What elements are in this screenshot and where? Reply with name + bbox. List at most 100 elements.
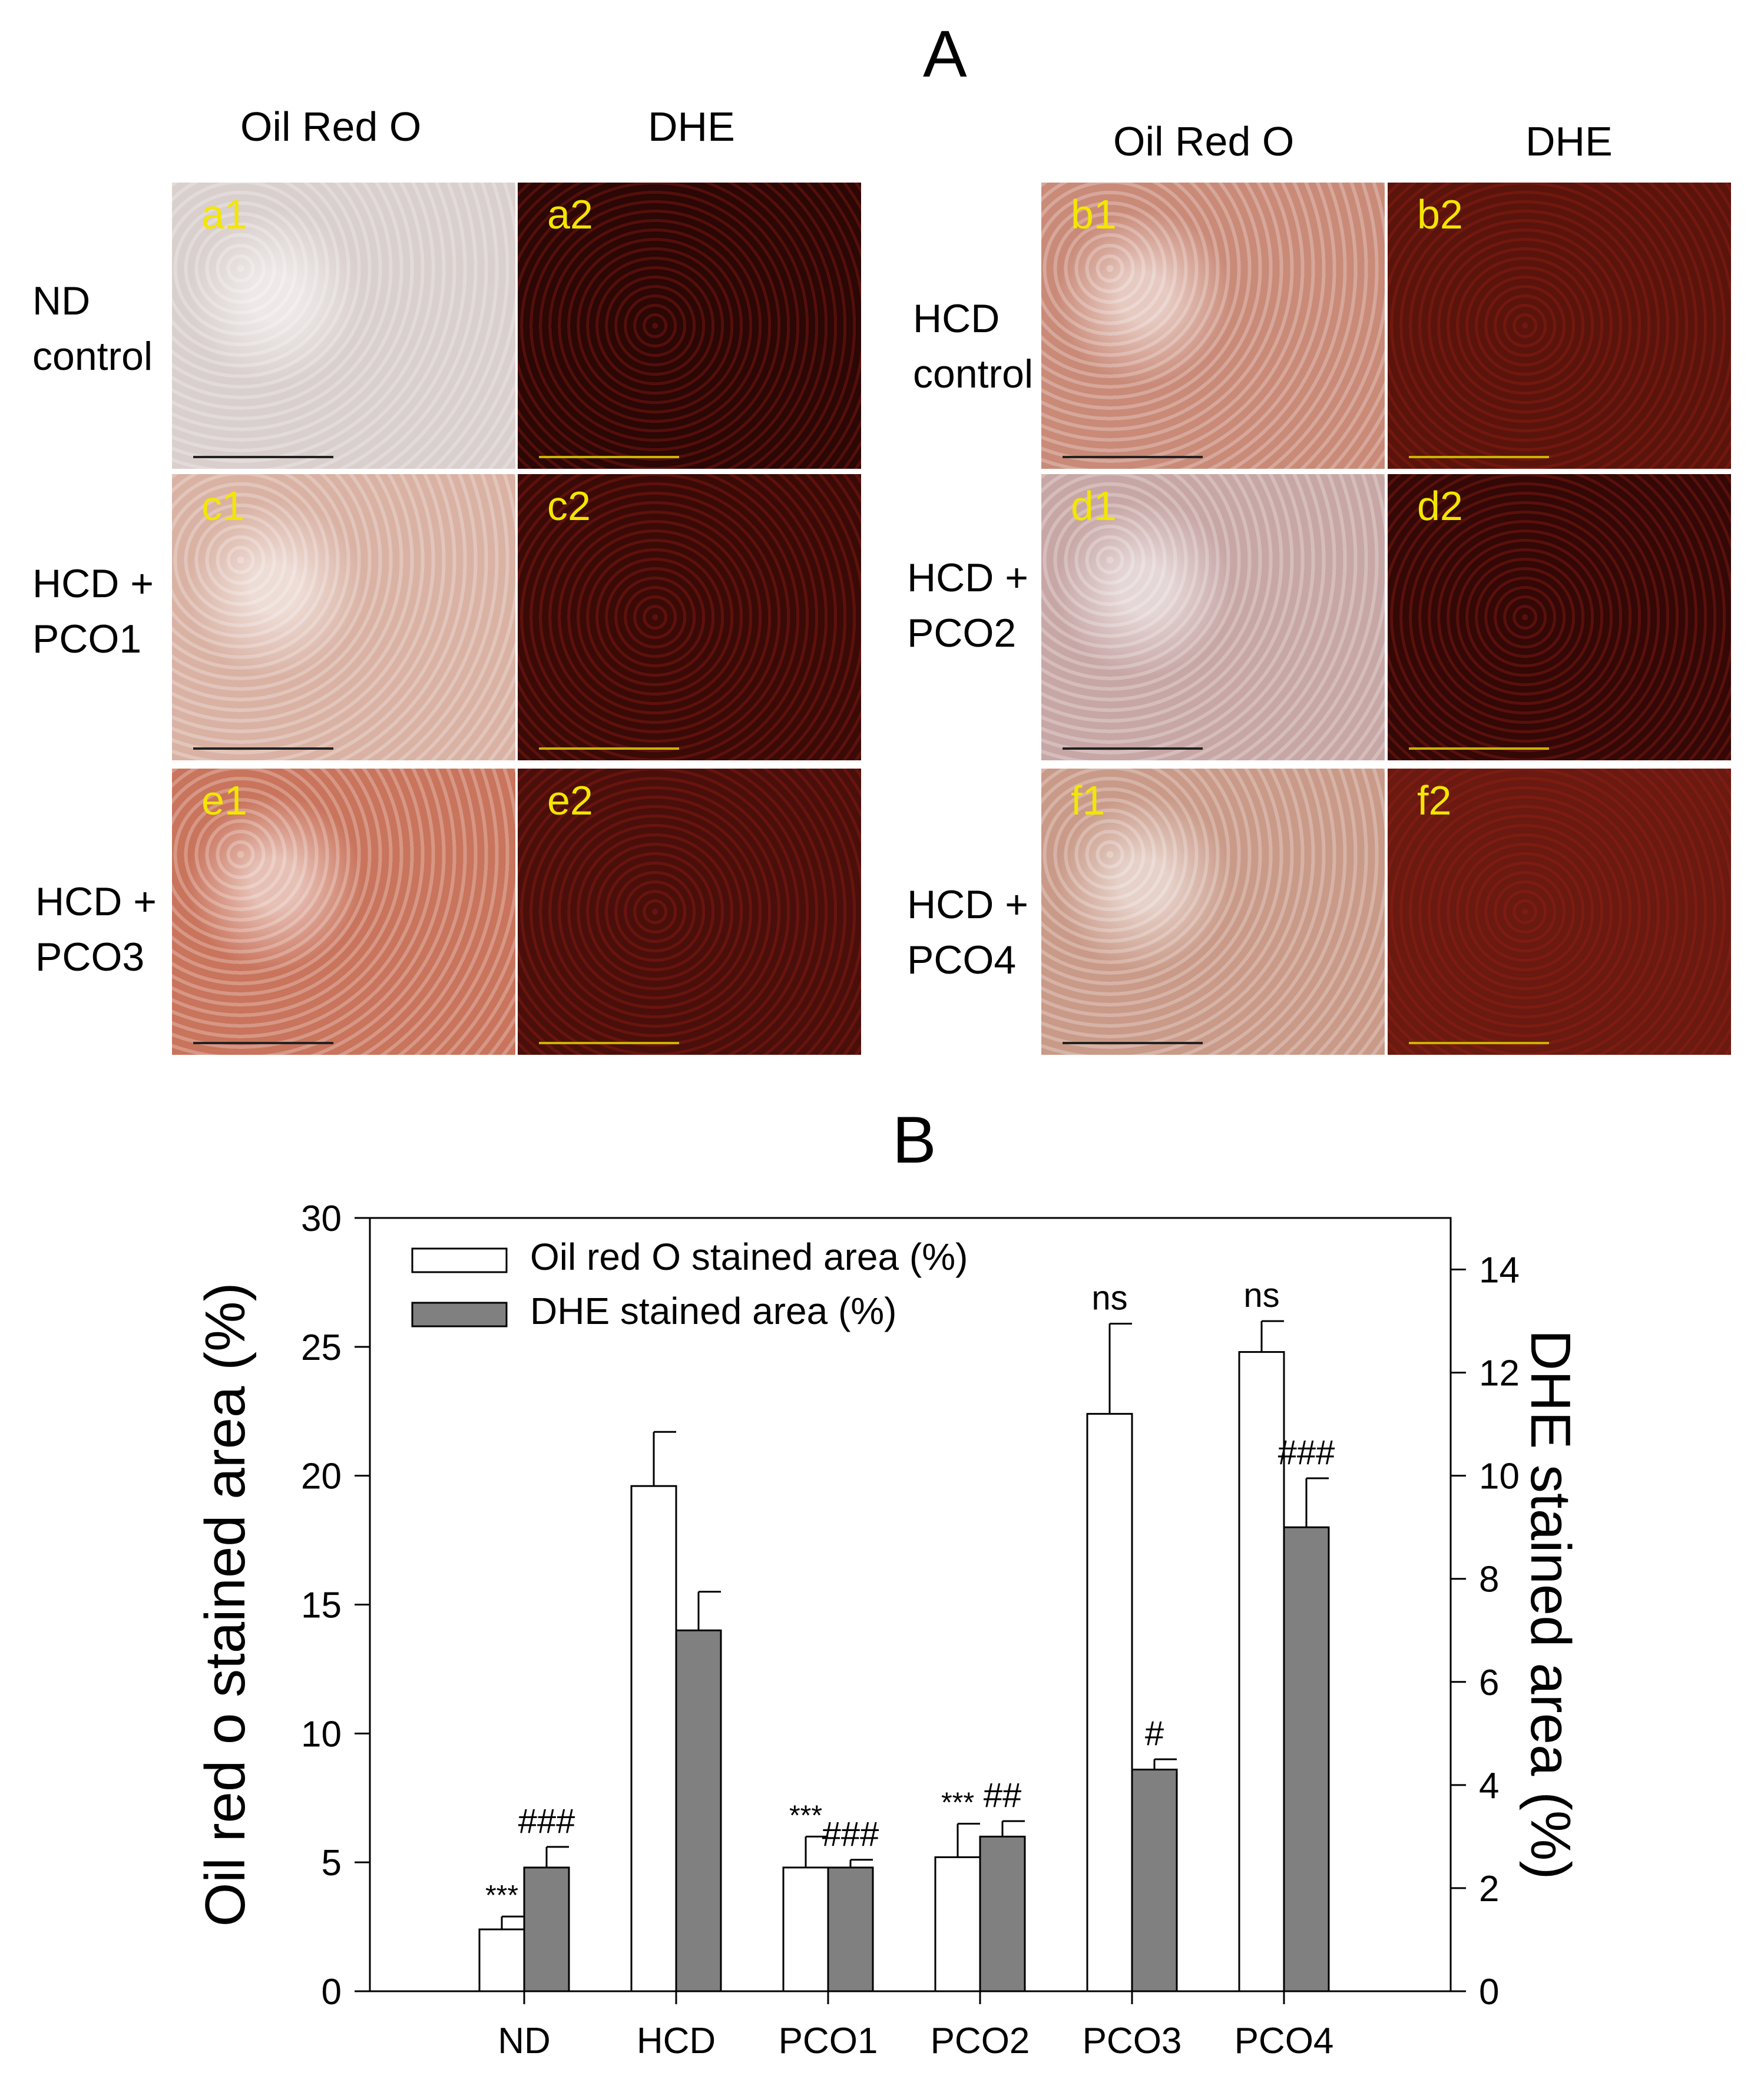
y-tick-label: 10 — [301, 1714, 342, 1754]
y2-tick-label: 12 — [1479, 1353, 1520, 1394]
y2-axis-label: DHE stained area (%) — [1519, 1330, 1582, 1880]
significance-label: ### — [822, 1815, 879, 1853]
row-label-line1: HCD + — [907, 555, 1028, 600]
row-label-hcd-control: HCD control — [913, 292, 1033, 402]
y2-tick-label: 8 — [1479, 1560, 1499, 1600]
significance-label: # — [1145, 1714, 1164, 1753]
significance-label: ns — [1243, 1276, 1279, 1315]
row-label-nd-control: ND control — [32, 274, 153, 385]
micrograph-e2: e2 — [518, 769, 861, 1055]
significance-label: *** — [941, 1787, 974, 1819]
bar-oil-red-o-pco3 — [1086, 1413, 1133, 1992]
micrograph-d1: d1 — [1041, 474, 1385, 760]
y2-tick-label: 2 — [1479, 1869, 1499, 1909]
scale-bar — [193, 747, 333, 750]
row-label-line2: PCO2 — [907, 610, 1017, 656]
y2-tick-label: 4 — [1479, 1766, 1499, 1806]
y-tick-label: 25 — [301, 1327, 342, 1368]
micrograph-code: d2 — [1417, 483, 1463, 529]
micrograph-b1: b1 — [1041, 183, 1385, 469]
significance-label: ### — [518, 1802, 575, 1840]
scale-bar — [1409, 456, 1549, 458]
scale-bar — [1063, 1042, 1203, 1044]
micrograph-c1: c1 — [172, 474, 515, 760]
bar-oil-red-o-hcd — [630, 1485, 677, 1992]
significance-label: ### — [1278, 1434, 1335, 1472]
x-tick-label: PCO1 — [779, 2021, 878, 2061]
panel-a-letter: A — [923, 17, 967, 91]
row-label-line1: HCD + — [35, 879, 157, 924]
row-label-line2: PCO3 — [35, 934, 145, 979]
scale-bar — [1063, 747, 1203, 750]
scale-bar — [193, 456, 333, 458]
x-tick-label: HCD — [637, 2021, 716, 2061]
micrograph-a1: a1 — [172, 183, 515, 469]
y-tick-label: 20 — [301, 1456, 342, 1497]
bar-dhe-pco2 — [979, 1835, 1026, 1992]
y2-tick-label: 6 — [1479, 1663, 1499, 1703]
micrograph-code: e2 — [547, 777, 593, 823]
significance-label: *** — [789, 1800, 822, 1831]
micrograph-e1: e1 — [172, 769, 515, 1055]
y-tick-label: 5 — [322, 1843, 342, 1883]
scale-bar — [539, 747, 679, 750]
row-label-hcd-pco3: HCD + PCO3 — [35, 875, 157, 985]
legend-swatch — [411, 1247, 508, 1273]
legend-label: Oil red O stained area (%) — [530, 1236, 968, 1278]
significance-label: ## — [984, 1776, 1022, 1815]
bar-dhe-pco3 — [1131, 1769, 1178, 1992]
legend-swatch — [411, 1302, 508, 1327]
bar-oil-red-o-pco4 — [1238, 1351, 1285, 1992]
micrograph-c2: c2 — [518, 474, 861, 760]
y2-tick-label: 14 — [1479, 1250, 1520, 1291]
row-label-hcd-pco1: HCD + PCO1 — [32, 557, 154, 667]
micrograph-f2: f2 — [1388, 769, 1731, 1055]
micrograph-code: f1 — [1071, 777, 1106, 823]
y2-tick-label: 0 — [1479, 1972, 1499, 2012]
y-tick-label: 15 — [301, 1585, 342, 1626]
x-tick-label: ND — [498, 2021, 551, 2061]
micrograph-code: c2 — [547, 483, 591, 529]
row-label-line1: HCD + — [907, 882, 1028, 927]
micrograph-d2: d2 — [1388, 474, 1731, 760]
column-header-oil-red-o-right: Oil Red O — [1113, 118, 1295, 164]
micrograph-b2: b2 — [1388, 183, 1731, 469]
scale-bar — [539, 1042, 679, 1044]
bar-oil-red-o-pco1 — [782, 1866, 829, 1992]
row-label-line1: HCD — [913, 296, 1000, 341]
micrograph-code: e1 — [201, 777, 247, 823]
bar-chart: 0 5 10 15 20 25 30 0 2 4 6 8 10 12 14 Oil red o stained… — [194, 1199, 1582, 2061]
column-header-oil-red-o-left: Oil Red O — [240, 104, 422, 150]
row-label-hcd-pco2: HCD + PCO2 — [907, 551, 1028, 661]
significance-label: ns — [1091, 1279, 1127, 1317]
micrograph-code: b2 — [1417, 191, 1463, 237]
bar-oil-red-o-nd — [478, 1928, 525, 1992]
scale-bar — [1063, 456, 1203, 458]
row-label-line1: HCD + — [32, 561, 154, 606]
y-tick-label: 0 — [322, 1972, 342, 2012]
bar-dhe-pco4 — [1283, 1526, 1330, 1992]
panel-b-letter: B — [892, 1103, 936, 1177]
legend-label: DHE stained area (%) — [530, 1290, 896, 1332]
significance-label: *** — [485, 1880, 518, 1911]
bar-dhe-nd — [523, 1866, 570, 1992]
row-label-line2: PCO4 — [907, 937, 1017, 982]
micrograph-code: c1 — [201, 483, 245, 529]
x-tick-label: PCO3 — [1083, 2021, 1182, 2061]
row-label-line2: control — [32, 333, 153, 379]
micrograph-code: f2 — [1417, 777, 1452, 823]
row-label-hcd-pco4: HCD + PCO4 — [907, 878, 1028, 988]
scale-bar — [1409, 747, 1549, 750]
micrograph-code: a2 — [547, 191, 593, 237]
column-header-dhe-left: DHE — [648, 104, 735, 150]
bar-dhe-pco1 — [827, 1866, 874, 1992]
row-label-line2: control — [913, 351, 1034, 396]
micrograph-a2: a2 — [518, 183, 861, 469]
scale-bar — [539, 456, 679, 458]
x-tick-label: PCO2 — [931, 2021, 1030, 2061]
y-tick-label: 30 — [301, 1199, 342, 1239]
micrograph-f1: f1 — [1041, 769, 1385, 1055]
micrograph-code: d1 — [1071, 483, 1117, 529]
y2-tick-label: 10 — [1479, 1456, 1520, 1497]
y-axis-label: Oil red o stained area (%) — [194, 1283, 257, 1927]
